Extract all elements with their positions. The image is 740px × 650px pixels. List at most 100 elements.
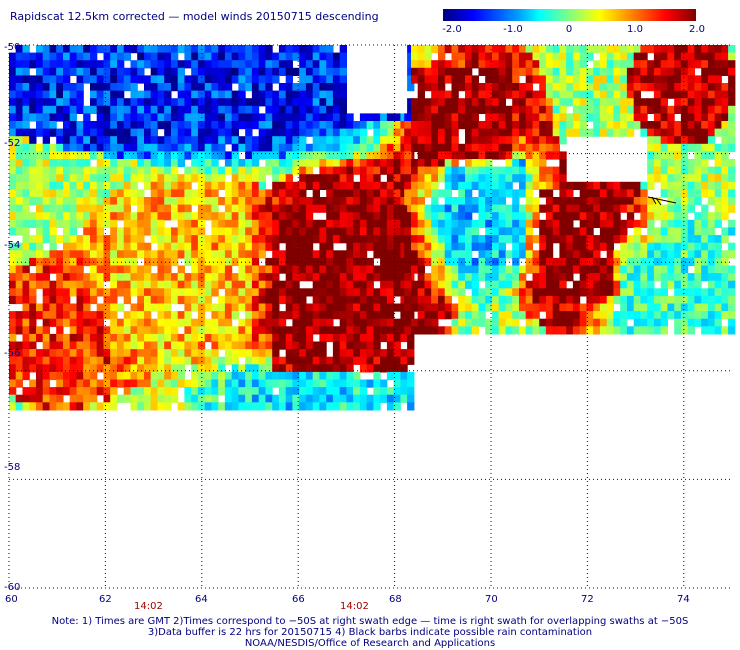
wind-cell <box>386 174 395 183</box>
wind-cell <box>76 250 84 259</box>
wind-cell <box>599 113 608 122</box>
wind-cell <box>258 288 266 297</box>
wind-cell <box>465 242 473 251</box>
wind-cell <box>545 197 554 206</box>
wind-cell <box>184 143 192 152</box>
wind-cell <box>566 273 574 282</box>
wind-cell <box>586 326 594 335</box>
wind-cell <box>559 159 567 168</box>
wind-cell <box>285 265 293 274</box>
wind-cell <box>299 402 307 411</box>
wind-cell <box>353 265 361 274</box>
wind-cell <box>599 105 608 114</box>
wind-cell <box>42 105 50 114</box>
wind-cell <box>204 189 212 198</box>
wind-cell <box>56 356 64 365</box>
wind-cell <box>299 326 307 335</box>
wind-cell <box>438 90 446 99</box>
wind-cell <box>251 166 260 175</box>
wind-cell <box>29 250 37 259</box>
wind-cell <box>640 67 648 76</box>
wind-cell <box>701 303 709 312</box>
wind-cell <box>728 295 736 305</box>
wind-cell <box>444 181 452 190</box>
wind-cell <box>130 402 138 411</box>
wind-cell <box>177 98 185 107</box>
wind-cell <box>83 333 91 343</box>
wind-cell <box>238 326 246 335</box>
wind-cell <box>9 159 17 168</box>
wind-cell <box>164 295 172 305</box>
wind-cell <box>559 105 567 114</box>
wind-cell <box>552 280 560 289</box>
wind-cell <box>69 235 77 244</box>
wind-cell <box>714 45 722 54</box>
wind-cell <box>15 356 23 365</box>
wind-cell <box>532 98 540 107</box>
wind-cell <box>76 349 84 358</box>
wind-cell <box>380 349 388 358</box>
wind-cell <box>393 136 401 145</box>
wind-cell <box>69 189 77 198</box>
wind-cell <box>123 295 131 305</box>
wind-cell <box>224 128 233 137</box>
wind-cell <box>96 356 104 365</box>
wind-cell <box>559 204 567 213</box>
wind-cell <box>117 143 125 152</box>
wind-cell <box>687 60 695 69</box>
wind-cell <box>292 189 300 198</box>
wind-cell <box>438 326 446 335</box>
wind-cell <box>9 105 17 114</box>
wind-cell <box>424 303 432 312</box>
wind-cell <box>22 257 30 267</box>
wind-cell <box>417 174 425 183</box>
wind-cell <box>400 227 408 236</box>
wind-cell <box>393 303 401 312</box>
wind-cell <box>465 265 473 274</box>
wind-cell <box>157 166 165 175</box>
wind-cell <box>164 83 172 92</box>
wind-cell <box>465 257 473 267</box>
wind-cell <box>90 181 98 190</box>
wind-cell <box>299 311 307 320</box>
wind-cell <box>305 387 314 396</box>
wind-cell <box>117 356 125 365</box>
wind-cell <box>393 128 401 137</box>
wind-cell <box>626 197 635 206</box>
wind-cell <box>117 341 125 350</box>
wind-cell <box>424 288 432 297</box>
wind-cell <box>451 280 459 289</box>
wind-cell <box>586 113 594 122</box>
wind-cell <box>579 52 587 61</box>
wind-cell <box>36 90 44 99</box>
wind-cell <box>579 219 587 228</box>
wind-cell <box>150 98 158 107</box>
wind-cell <box>458 189 466 198</box>
wind-cell <box>572 98 581 107</box>
wind-cell <box>525 303 533 312</box>
wind-cell <box>559 219 567 228</box>
wind-cell <box>245 394 253 403</box>
wind-cell <box>22 318 30 327</box>
wind-cell <box>292 181 300 190</box>
wind-cell <box>431 189 439 198</box>
wind-cell <box>586 280 594 289</box>
wind-cell <box>245 113 253 122</box>
wind-cell <box>117 242 125 251</box>
wind-cell <box>22 341 30 350</box>
wind-cell <box>157 227 165 236</box>
wind-cell <box>150 387 158 396</box>
wind-cell <box>512 189 520 198</box>
wind-cell <box>69 113 77 122</box>
wind-cell <box>9 242 17 251</box>
wind-cell <box>164 250 172 259</box>
wind-cell <box>451 105 459 114</box>
wind-cell <box>599 326 608 335</box>
wind-cell <box>714 265 722 274</box>
wind-cell <box>471 52 479 61</box>
wind-cell <box>56 67 64 76</box>
wind-cell <box>144 212 152 221</box>
wind-cell <box>386 280 395 289</box>
wind-cell <box>117 52 125 61</box>
wind-cell <box>96 387 104 396</box>
